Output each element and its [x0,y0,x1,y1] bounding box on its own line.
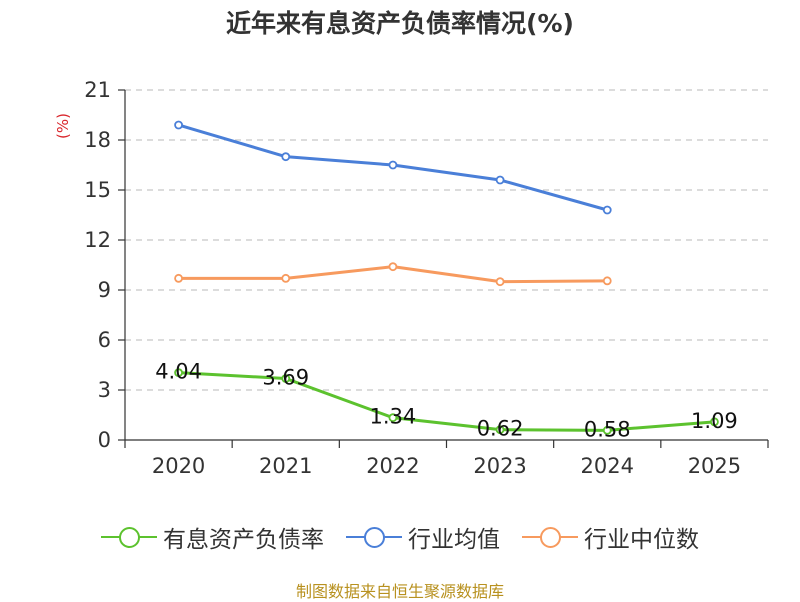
y-tick-label: 6 [98,328,111,352]
data-point[interactable] [281,374,291,383]
axes: 0 3 6 9 12 15 18 21 2020 2021 2022 2023 2024 2025 [84,78,769,478]
y-tick-label: 3 [98,378,111,402]
legend-item-interest-debt-ratio[interactable]: 有息资产负债率 [101,520,324,554]
series-line-0 [178,371,715,432]
data-label: 1.09 [691,409,738,433]
legend-marker-icon [101,525,157,549]
data-labels: 4.04 3.69 1.34 0.62 0.58 1.09 [155,360,738,442]
y-tick-label: 0 [98,428,111,452]
x-tick-label: 2020 [152,454,205,478]
data-point[interactable] [174,368,183,378]
data-point[interactable] [174,120,183,130]
data-point[interactable] [388,413,398,423]
legend-label: 行业均值 [408,527,500,553]
y-axis-unit-label: (%) [54,113,72,139]
y-tick-label: 15 [84,178,111,202]
data-label: 3.69 [262,366,309,390]
legend-label: 行业中位数 [584,527,699,553]
data-point[interactable] [388,262,398,272]
data-label: 0.62 [477,417,524,441]
x-tick-label: 2023 [473,454,526,478]
data-point[interactable] [495,425,505,435]
data-point[interactable] [388,160,398,170]
data-point[interactable] [495,175,505,185]
data-point[interactable] [602,205,612,215]
y-tick-label: 12 [84,228,111,252]
x-tick-label: 2025 [688,454,741,478]
data-label: 4.04 [155,360,202,384]
grid-lines [125,89,768,391]
x-tick-label: 2022 [366,454,419,478]
source-note: 制图数据来自恒生聚源数据库 [295,582,504,601]
data-label: 1.34 [370,405,417,429]
series-lines [174,120,719,435]
legend-marker-icon [346,525,402,549]
data-point[interactable] [602,276,612,286]
data-label: 0.58 [584,417,631,441]
legend: 有息资产负债率 行业均值 行业中位数 [0,519,800,555]
data-point[interactable] [281,152,291,162]
x-tick-label: 2024 [581,454,634,478]
data-point[interactable] [710,417,719,427]
y-tick-label: 21 [84,78,111,102]
legend-item-industry-mean[interactable]: 行业均值 [346,520,500,554]
y-tick-label: 9 [98,278,111,302]
chart-title: 近年来有息资产负债率情况(%) [226,9,574,38]
data-point[interactable] [495,277,505,287]
legend-marker-icon [522,525,578,549]
legend-label: 有息资产负债率 [163,527,324,553]
legend-item-industry-median[interactable]: 行业中位数 [522,520,699,554]
y-tick-label: 18 [84,128,111,152]
x-tick-label: 2021 [259,454,312,478]
data-point[interactable] [281,273,291,283]
data-point[interactable] [174,273,183,283]
data-point[interactable] [602,425,612,435]
